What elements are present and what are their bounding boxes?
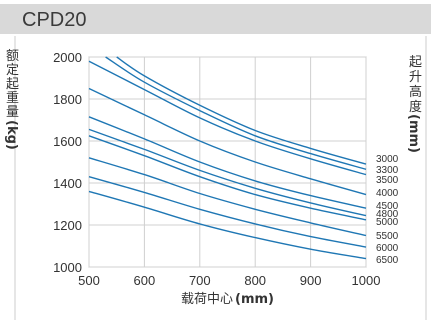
lift-label-3300: 3300 <box>376 165 399 176</box>
y2-axis-char-3: 高 <box>409 84 422 100</box>
y-tick-label: 1400 <box>53 176 82 191</box>
y2-axis-title: 起 升 高 度 (mm) <box>406 55 422 153</box>
curve-4800 <box>88 128 367 217</box>
x-tick-label: 900 <box>300 273 322 288</box>
y-axis-title: 额 定 起 重 量 (kg) <box>4 49 19 150</box>
y-tick-label: 1600 <box>53 134 82 149</box>
plot-area <box>88 56 367 268</box>
x-tick-label: 500 <box>78 273 100 288</box>
lift-label-4800: 4800 <box>376 209 399 220</box>
lift-label-5000: 5000 <box>376 217 399 228</box>
curve-4000 <box>88 87 367 196</box>
x-tick-labels: 500 600 700 800 900 1000 <box>78 273 380 288</box>
x-tick-label: 600 <box>134 273 156 288</box>
curve-3300 <box>105 56 367 170</box>
title-bar: CPD20 <box>0 4 431 34</box>
curve-6500 <box>88 190 367 260</box>
y-tick-labels: 1000 1200 1400 1600 1800 2000 <box>53 50 82 275</box>
x-axis-label: 载荷中心 <box>181 292 233 307</box>
y2-axis-char-4: 度 <box>409 99 422 115</box>
y-tick-label: 2000 <box>53 50 82 65</box>
y-axis-char-2: 定 <box>6 63 19 78</box>
curve-4500 <box>88 116 367 209</box>
x-axis-unit: (mm) <box>235 292 274 307</box>
curve-3500 <box>88 60 367 176</box>
curve-5500 <box>88 157 367 237</box>
y-tick-label: 1000 <box>53 260 82 275</box>
x-tick-label: 800 <box>244 273 266 288</box>
lift-label-3000: 3000 <box>376 154 399 165</box>
y2-axis-unit: (mm) <box>406 114 421 153</box>
y-axis-unit: (kg) <box>4 120 19 150</box>
y-axis-char-4: 重 <box>6 90 19 106</box>
curves <box>88 56 367 260</box>
curve-3000 <box>116 56 367 165</box>
y-tick-label: 1800 <box>53 92 82 107</box>
page-title: CPD20 <box>22 9 87 31</box>
y2-axis-char-2: 升 <box>409 70 422 85</box>
lift-label-4000: 4000 <box>376 188 399 199</box>
y-axis-char-3: 起 <box>6 77 19 92</box>
y-axis-char-1: 额 <box>6 49 19 64</box>
y2-axis-char-1: 起 <box>409 55 422 70</box>
x-tick-label: 1000 <box>352 273 381 288</box>
curve-5000 <box>88 135 367 221</box>
lift-label-6000: 6000 <box>376 243 399 254</box>
curve-6000 <box>88 176 367 248</box>
y-tick-label: 1200 <box>53 218 82 233</box>
x-axis-title: 载荷中心 (mm) <box>181 292 274 307</box>
y-axis-char-5: 量 <box>6 105 19 120</box>
lift-label-3500: 3500 <box>376 175 399 186</box>
lift-label-4500: 4500 <box>376 201 399 212</box>
lift-label-6500: 6500 <box>376 255 399 266</box>
lift-label-5500: 5500 <box>376 231 399 242</box>
x-tick-label: 700 <box>189 273 211 288</box>
